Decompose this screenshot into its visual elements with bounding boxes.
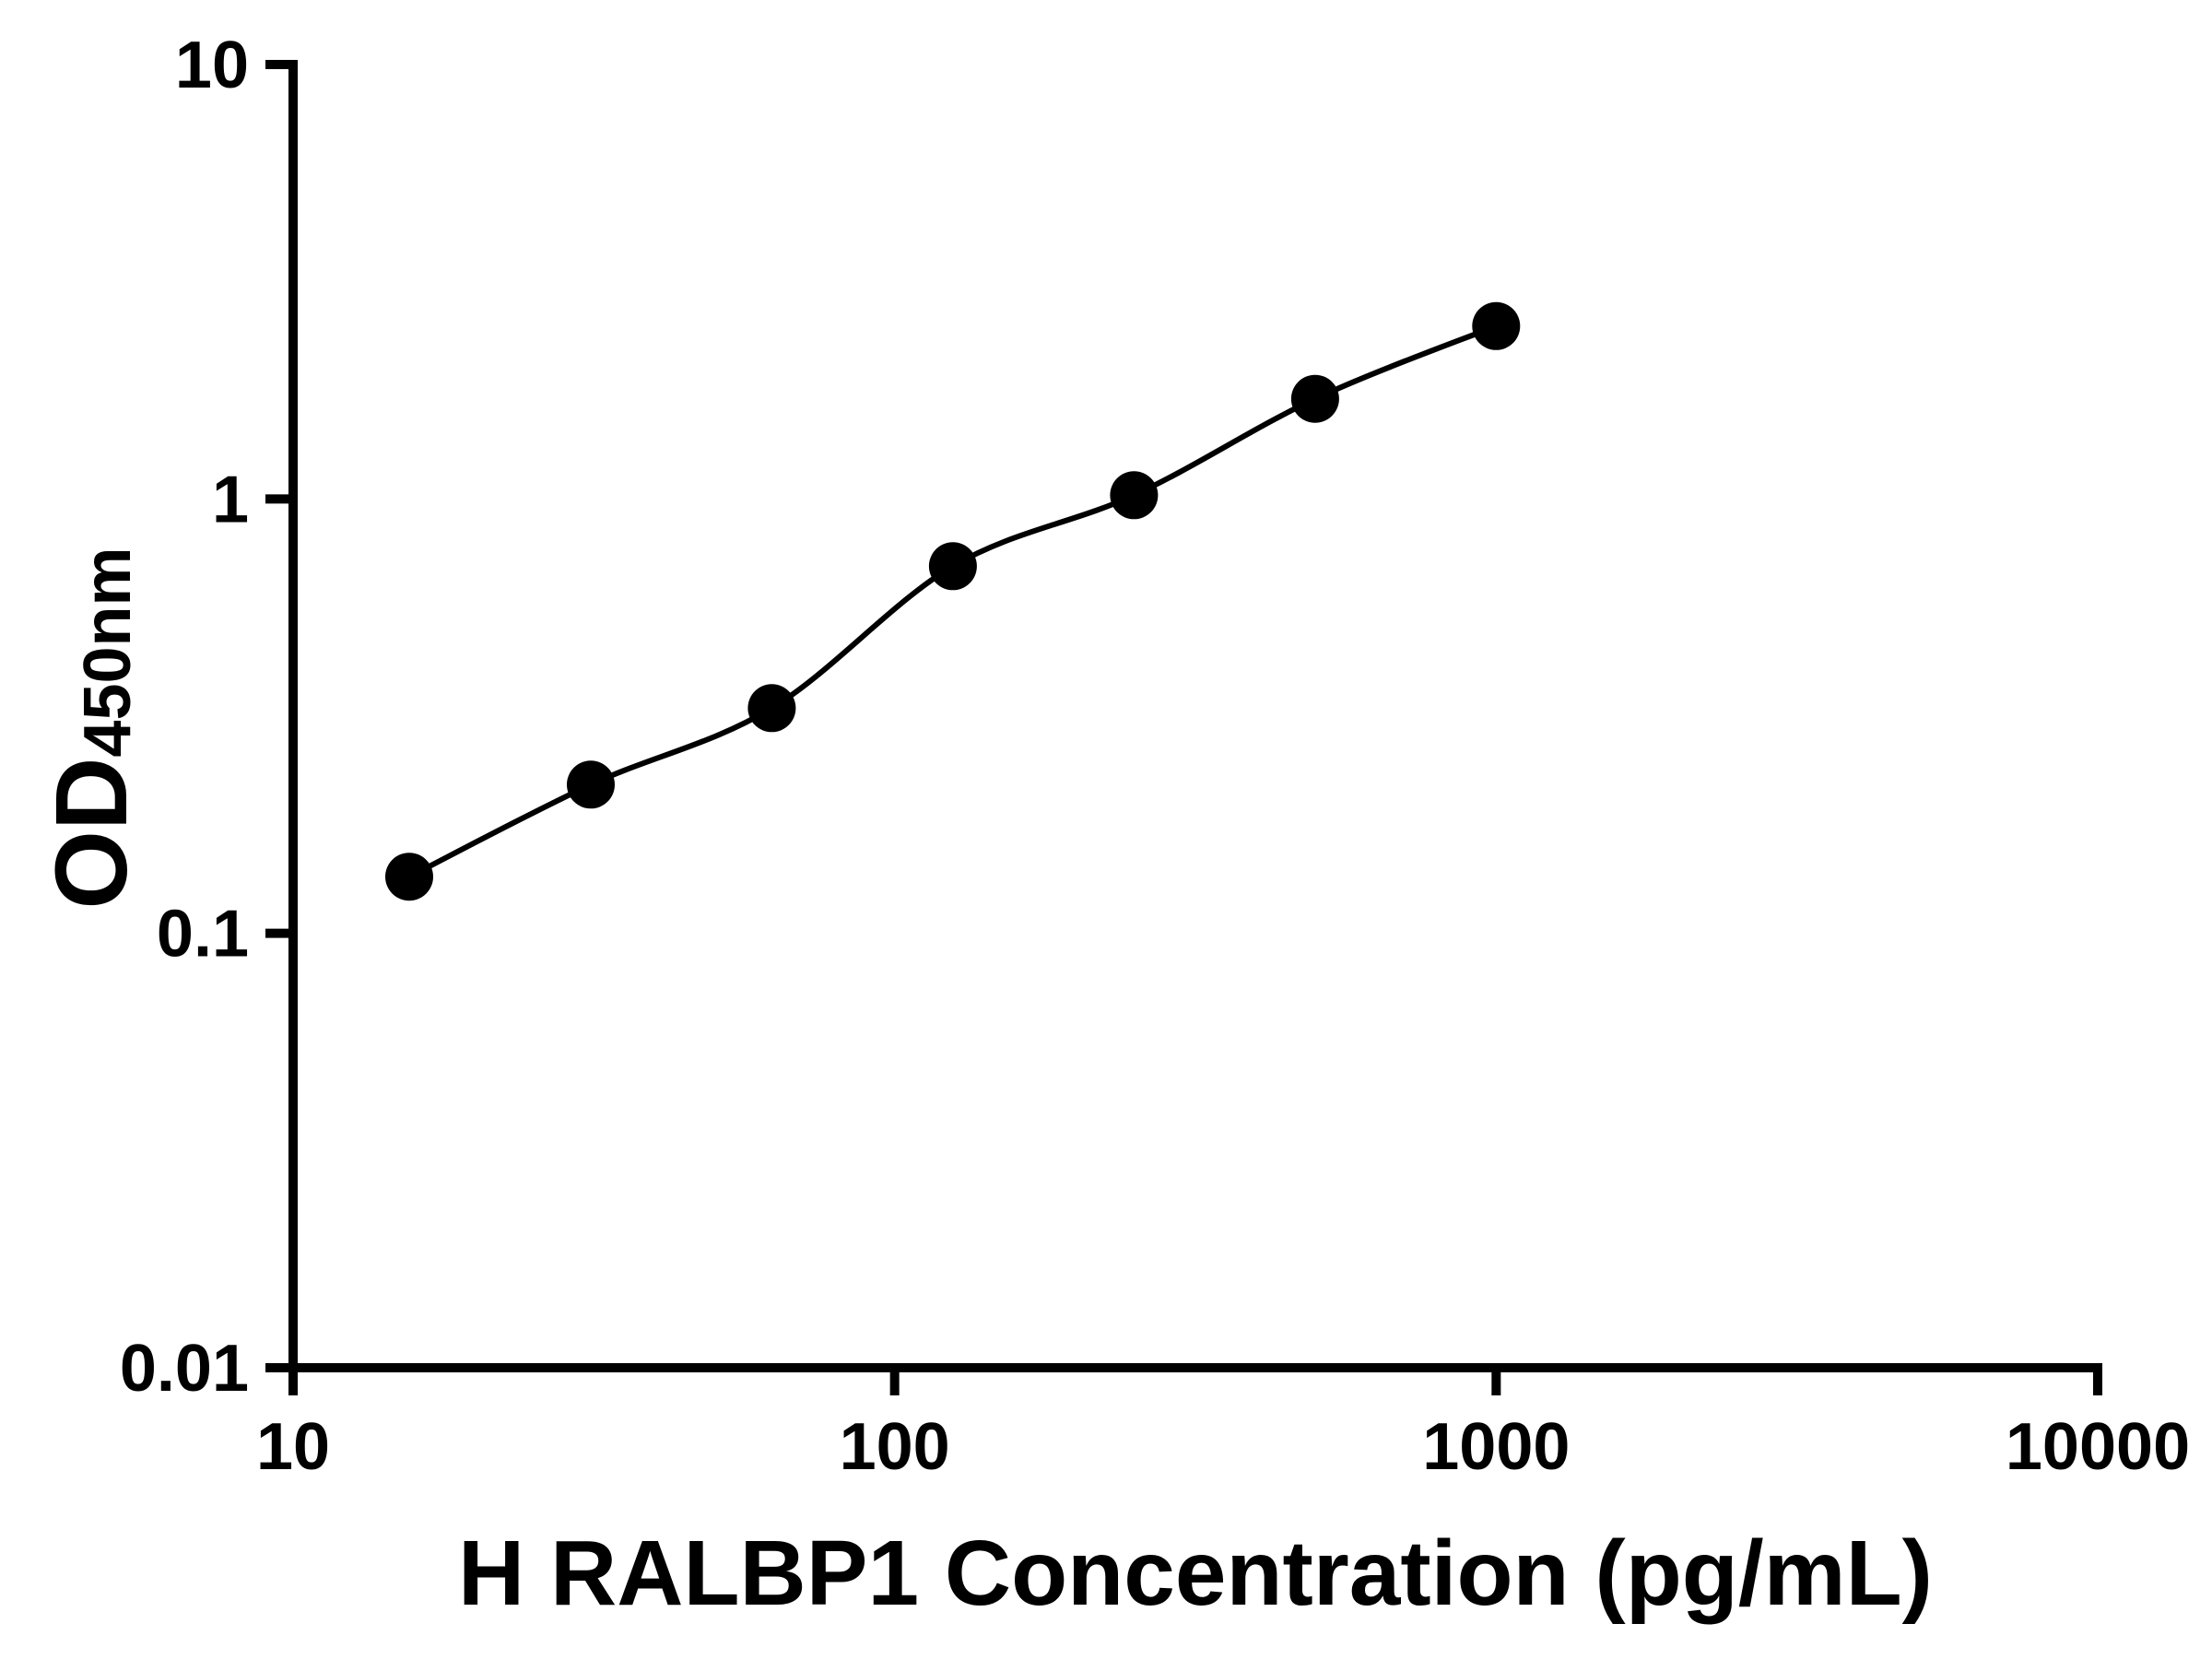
data-point bbox=[928, 542, 977, 591]
data-point bbox=[1290, 374, 1339, 423]
y-axis-title: OD450nm bbox=[35, 547, 148, 909]
y-tick-label: 0.1 bbox=[157, 898, 249, 971]
x-tick-label: 100 bbox=[840, 1410, 950, 1484]
y-axis-title-subscript: 450nm bbox=[71, 547, 146, 758]
y-tick-label: 0.01 bbox=[120, 1332, 249, 1406]
x-axis-title: H RALBP1 Concentration (pg/mL) bbox=[293, 1521, 2098, 1627]
data-point bbox=[385, 853, 433, 901]
y-tick-label: 1 bbox=[212, 463, 249, 536]
data-point bbox=[567, 760, 615, 809]
y-tick-label: 10 bbox=[175, 29, 249, 102]
x-axis-title-text: H RALBP1 Concentration (pg/mL) bbox=[458, 1522, 1933, 1625]
y-axis-title-main: OD bbox=[35, 757, 148, 910]
x-tick-label: 10000 bbox=[2006, 1410, 2190, 1484]
axis-spines bbox=[288, 60, 2102, 1372]
data-point bbox=[747, 684, 796, 733]
x-tick-label: 1000 bbox=[1422, 1410, 1570, 1484]
data-point bbox=[1110, 471, 1159, 520]
x-tick-label: 10 bbox=[256, 1410, 330, 1484]
data-point bbox=[1472, 301, 1521, 350]
